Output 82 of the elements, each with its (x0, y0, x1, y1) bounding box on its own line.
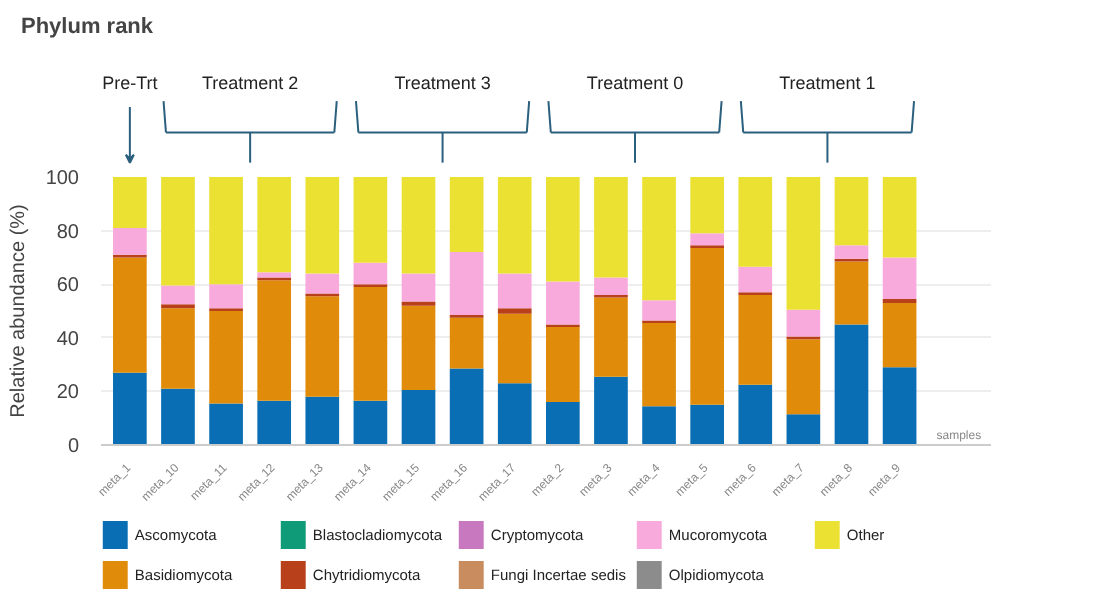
bar (449, 368, 484, 445)
bar (738, 294, 773, 385)
text: Treatment 2 (201, 73, 299, 94)
y-tick-label: 20 (56, 382, 80, 405)
bar (738, 266, 773, 293)
bar (113, 177, 147, 228)
bar (642, 177, 676, 301)
bar (546, 177, 580, 282)
bar (113, 227, 147, 255)
text: Treatment 0 (586, 73, 684, 94)
y-tick-label: 0 (67, 436, 80, 458)
bar (161, 388, 195, 445)
y-tick-label: 100 (45, 168, 80, 190)
bar (209, 177, 243, 285)
bar (834, 324, 869, 445)
bar (257, 272, 292, 278)
bar (305, 273, 340, 294)
bar (690, 404, 724, 445)
y-tick-label: 60 (56, 275, 80, 298)
bar (449, 317, 484, 369)
bar (497, 308, 532, 314)
bar (497, 383, 532, 445)
bar (546, 327, 580, 403)
text: Treatment 3 (394, 73, 491, 94)
bar (161, 177, 195, 286)
bar (257, 400, 292, 445)
bar (449, 177, 484, 253)
bar (594, 277, 628, 295)
y-tick-label: 80 (56, 221, 80, 244)
bar (401, 305, 436, 391)
bar (353, 177, 388, 263)
bar (257, 280, 292, 401)
bar (113, 372, 147, 445)
bar (594, 177, 628, 278)
bar (882, 367, 917, 445)
bar (305, 177, 340, 274)
bar (642, 300, 676, 321)
bar (594, 376, 628, 445)
bar (834, 245, 869, 259)
bar (786, 339, 821, 415)
bar (690, 248, 724, 405)
bar (497, 273, 532, 309)
y-axis-title: Relative abundance (%) (7, 204, 30, 418)
bar (113, 257, 147, 373)
bar (497, 313, 532, 384)
bar (401, 177, 436, 274)
bar (257, 177, 292, 273)
bar (353, 262, 388, 285)
bar (305, 296, 340, 397)
bar (786, 177, 821, 310)
bar (401, 273, 436, 302)
bar (401, 390, 436, 445)
bar (305, 396, 340, 445)
bar (209, 403, 243, 445)
bar (882, 257, 917, 299)
bar (690, 177, 724, 234)
bar (882, 302, 917, 368)
bar (642, 406, 676, 445)
bar (353, 400, 388, 445)
bar (546, 402, 580, 445)
bar (882, 177, 917, 258)
bar (786, 414, 821, 445)
bar (209, 311, 243, 404)
bar (546, 281, 580, 325)
bar (738, 384, 773, 445)
y-tick-label: 40 (56, 328, 80, 351)
bar (834, 261, 869, 325)
bar (738, 177, 773, 267)
bar (353, 286, 388, 401)
bar (449, 252, 484, 316)
bar (642, 323, 676, 407)
bar (209, 284, 243, 309)
bar (834, 177, 869, 246)
chart-title: Phylum rank (21, 15, 155, 39)
text: Treatment 1 (779, 73, 876, 94)
text: Pre-Trt (102, 73, 159, 94)
bar (161, 285, 195, 305)
bar (690, 233, 724, 246)
bar (161, 308, 195, 389)
bar (497, 177, 532, 274)
bar (786, 309, 821, 337)
bar (594, 297, 628, 377)
